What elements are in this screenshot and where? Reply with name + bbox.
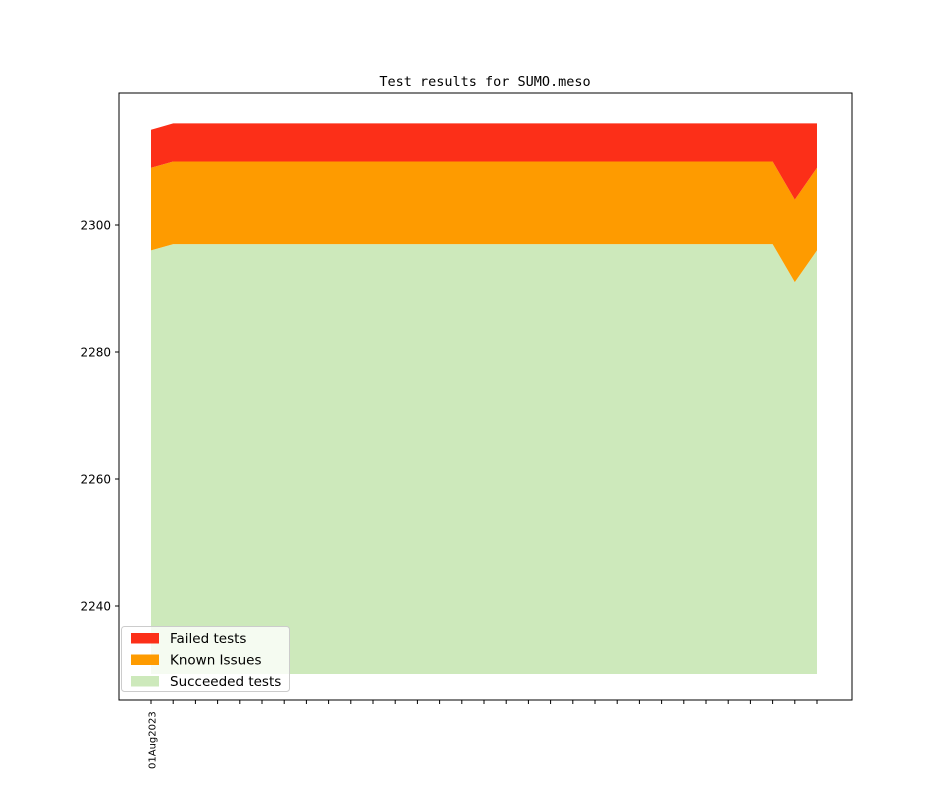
plot-border — [118, 92, 853, 701]
x-tick-label-01aug2023: 01Aug2023 — [148, 711, 159, 769]
legend-label-failed-tests: Failed tests — [170, 631, 246, 647]
y-tick-label: 2260 — [80, 473, 111, 487]
y-tick-label: 2300 — [80, 219, 111, 233]
legend-item-known-issues: Known Issues — [131, 653, 262, 669]
stacked-areas — [151, 123, 817, 674]
known-issues-swatch — [131, 654, 159, 665]
x-axis — [150, 700, 818, 704]
legend-label-succeeded-tests: Succeeded tests — [170, 674, 281, 690]
y-tick-label: 2280 — [80, 346, 111, 360]
succeeded-tests-swatch — [131, 676, 159, 687]
legend-box — [121, 626, 290, 692]
failed-tests-swatch — [131, 633, 159, 644]
legend: Failed tests Known Issues Succeeded test… — [121, 626, 290, 692]
y-tick-label: 2240 — [80, 600, 111, 614]
chart-title: Test results for SUMO.meso — [379, 74, 590, 90]
y-axis: 2240 2260 2280 2300 — [80, 219, 119, 614]
legend-label-known-issues: Known Issues — [170, 653, 262, 669]
legend-item-succeeded-tests: Succeeded tests — [131, 674, 281, 690]
succeeded-tests-area — [151, 244, 817, 674]
legend-item-failed-tests: Failed tests — [131, 631, 246, 647]
known-issues-area — [151, 161, 817, 283]
failed-tests-area — [151, 123, 817, 200]
